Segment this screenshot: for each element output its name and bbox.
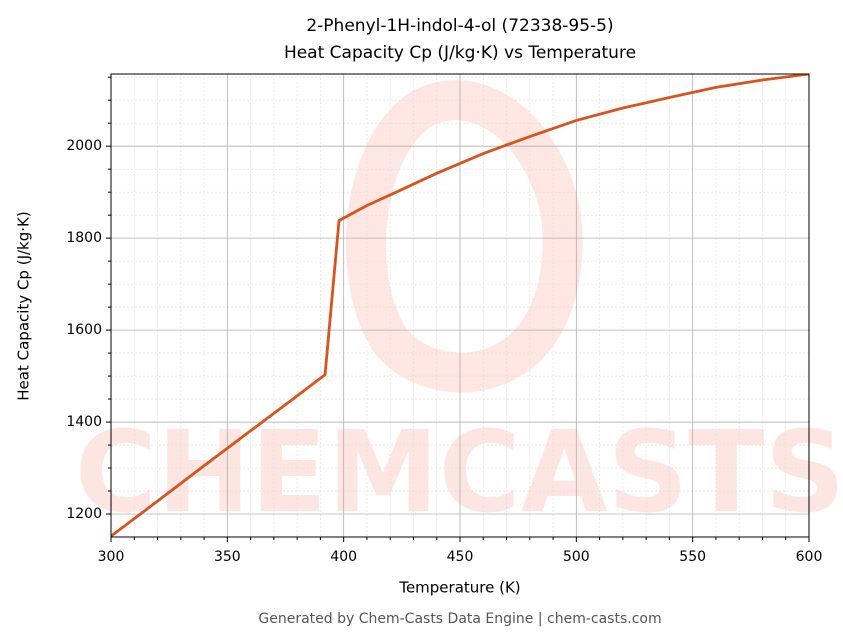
y-tick-label: 1800 bbox=[66, 230, 102, 246]
chart-subtitle: Heat Capacity Cp (J/kg·K) vs Temperature bbox=[284, 43, 636, 63]
y-tick-label: 1200 bbox=[66, 506, 102, 522]
x-tick-label: 450 bbox=[447, 549, 474, 565]
plot-frame bbox=[110, 73, 810, 538]
footer: Generated by Chem-Casts Data Engine | ch… bbox=[258, 611, 661, 627]
x-tick-label: 350 bbox=[214, 549, 241, 565]
y-tick-label: 1600 bbox=[66, 322, 102, 338]
x-axis-label: Temperature (K) bbox=[398, 579, 520, 597]
y-axis-label: Heat Capacity Cp (J/kg·K) bbox=[15, 211, 33, 400]
data-line bbox=[111, 74, 809, 537]
y-tick-label: 1400 bbox=[66, 414, 102, 430]
watermark-swirl bbox=[346, 80, 583, 393]
chart-title: 2-Phenyl-1H-indol-4-ol (72338-95-5) bbox=[306, 16, 613, 36]
x-tick-label: 550 bbox=[679, 549, 706, 565]
x-tick-label: 600 bbox=[796, 549, 823, 565]
x-tick-label: 500 bbox=[563, 549, 590, 565]
y-tick-label: 2000 bbox=[66, 138, 102, 154]
watermark: CHEMCASTS bbox=[75, 408, 843, 538]
x-tick-label: 400 bbox=[330, 549, 357, 565]
x-tick-label: 300 bbox=[98, 549, 125, 565]
